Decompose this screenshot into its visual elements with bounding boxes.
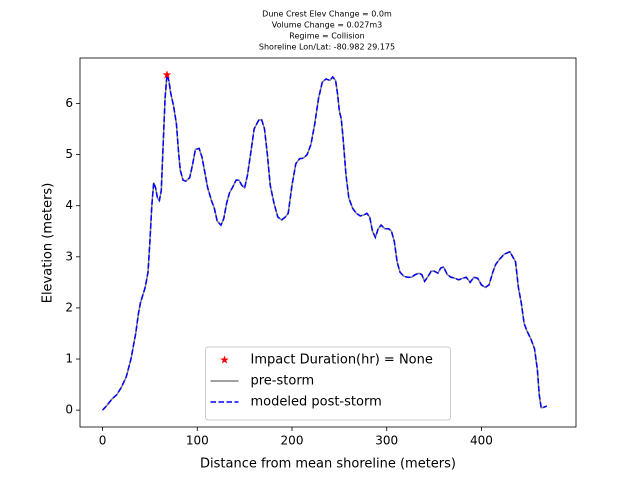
y-axis-label: Elevation (meters)	[41, 183, 56, 304]
x-tick-label: 300	[375, 434, 398, 448]
y-tick-label: 5	[65, 147, 73, 161]
marker-star	[162, 70, 172, 79]
title: Dune Crest Elev Change = 0.0m Volume Chan…	[259, 10, 395, 52]
x-tick-label: 200	[281, 434, 304, 448]
plot-frame	[79, 57, 577, 428]
y-tick-label: 2	[65, 300, 73, 314]
x-tick-label: 0	[99, 434, 107, 448]
y-tick-label: 0	[65, 403, 73, 417]
legend-label: pre-storm	[251, 374, 315, 389]
y-tick-label: 3	[65, 249, 73, 263]
legend-box	[205, 346, 451, 421]
y-tick-label: 4	[65, 198, 73, 212]
legend-label: Impact Duration(hr) = None	[251, 353, 433, 368]
x-tick-label: 100	[186, 434, 209, 448]
x-axis-label: Distance from mean shoreline (meters)	[200, 457, 456, 472]
legend-marker	[220, 355, 229, 364]
title-line: Volume Change = 0.027m3	[272, 21, 383, 30]
title-line: Dune Crest Elev Change = 0.0m	[262, 10, 392, 19]
title-line: Shoreline Lon/Lat: -80.982 29.175	[259, 43, 395, 52]
legend-label: modeled post-storm	[251, 395, 382, 410]
title-line: Regime = Collision	[289, 32, 364, 41]
y-tick-label: 6	[65, 96, 73, 110]
y-tick-label: 1	[65, 352, 73, 366]
x-tick-label: 400	[470, 434, 493, 448]
data-line	[101, 74, 548, 411]
